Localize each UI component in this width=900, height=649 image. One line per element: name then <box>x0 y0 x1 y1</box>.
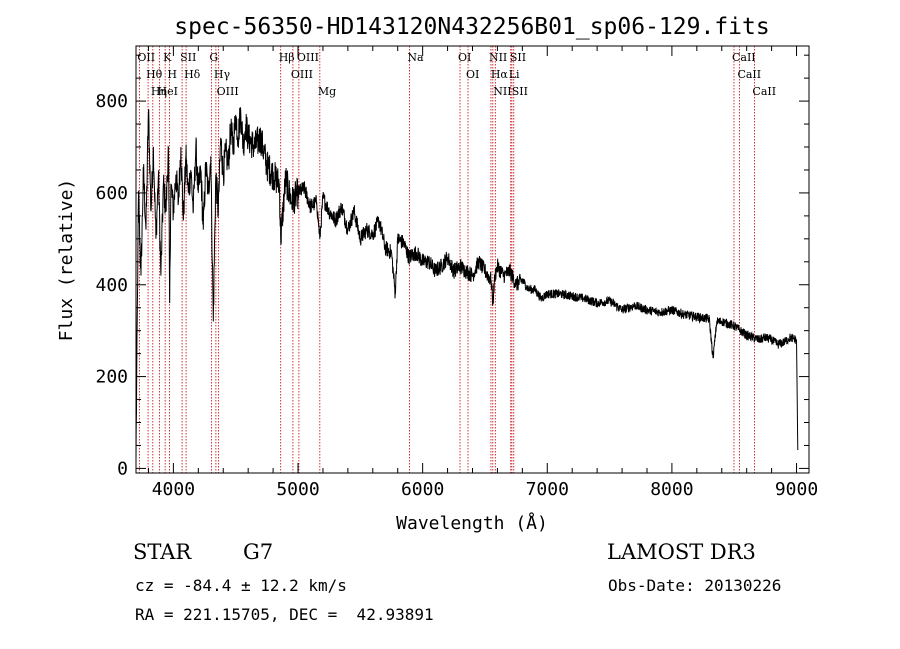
spectral-line-label: HeI <box>158 85 178 98</box>
y-tick-label: 400 <box>95 275 128 296</box>
object-subclass: G7 <box>243 540 274 564</box>
observation-date: Obs-Date: 20130226 <box>608 576 782 595</box>
survey-name: LAMOST DR3 <box>607 540 756 564</box>
x-tick-label: 7000 <box>526 479 569 500</box>
spectral-line-label: Hβ <box>279 51 295 64</box>
spectral-line-label: CaII <box>732 51 756 64</box>
x-tick-label: 5000 <box>276 479 319 500</box>
y-tick-label: 200 <box>95 367 128 388</box>
spectral-line-label: Hη <box>151 85 167 98</box>
redshift-value: cz = -84.4 ± 12.2 km/s <box>135 576 347 595</box>
spectral-line-label: SII <box>512 85 528 98</box>
spectral-line-label: Hδ <box>184 68 201 81</box>
spectral-lines-layer <box>138 46 755 473</box>
spectral-line-label: NII <box>489 51 507 64</box>
x-tick-label: 6000 <box>401 479 444 500</box>
axis-ticks-layer: 4000 5000 6000 7000 8000 9000 0 200 400 600 800 <box>95 46 818 500</box>
spectral-line-label: OIII <box>291 68 313 81</box>
spectral-line-label: SII <box>180 51 196 64</box>
spectral-line-label: OI <box>466 68 479 81</box>
spectral-line-label: Hα <box>491 68 509 81</box>
spectrum-series-line <box>135 107 799 460</box>
chart-title: spec-56350-HD143120N432256B01_sp06-129.f… <box>174 14 769 40</box>
spectral-line-label: OIII <box>297 51 319 64</box>
y-tick-label: 0 <box>117 458 128 479</box>
x-axis-label: Wavelength (Å) <box>396 512 548 534</box>
x-tick-label: 8000 <box>650 479 693 500</box>
spectral-line-label: G <box>209 51 218 64</box>
spectral-line-label: OI <box>458 51 471 64</box>
spectral-line-label: Na <box>407 51 424 64</box>
x-tick-label: 4000 <box>152 479 195 500</box>
spectral-line-label: H <box>167 68 177 81</box>
spectral-line-label: Hγ <box>214 68 231 81</box>
spectral-line-label: Li <box>509 68 520 81</box>
y-tick-label: 800 <box>95 91 128 112</box>
plot-frame <box>135 45 810 474</box>
spectral-line-label: Hθ <box>146 68 163 81</box>
spectral-line-label: CaII <box>737 68 761 81</box>
y-tick-label: 600 <box>95 183 128 204</box>
object-class: STAR <box>133 540 192 564</box>
y-axis-label: Flux (relative) <box>56 179 77 342</box>
spectral-line-label: Mg <box>318 85 336 98</box>
x-tick-label: 9000 <box>775 479 818 500</box>
spectral-line-label: NII <box>493 85 511 98</box>
spectral-line-label: CaII <box>752 85 776 98</box>
spectral-line-label: OIII <box>217 85 239 98</box>
spectral-line-label: SII <box>510 51 526 64</box>
spectral-line-label: OII <box>137 51 155 64</box>
coordinates: RA = 221.15705, DEC = 42.93891 <box>135 605 434 624</box>
spectral-line-label: K <box>163 51 172 64</box>
